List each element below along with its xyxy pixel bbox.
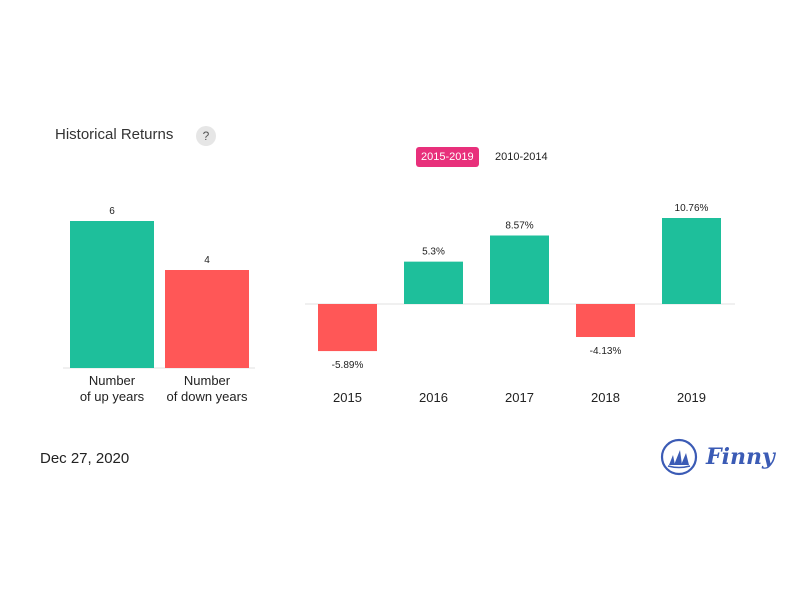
bar-return-2018: [576, 304, 635, 338]
year-tick-label: 2019: [677, 390, 706, 405]
bar-return-2019: [662, 218, 721, 304]
bar-return-2015: [318, 304, 377, 352]
bar-value-label: 6: [109, 206, 115, 217]
bar-value-label: 8.57%: [505, 221, 533, 232]
category-label: of up years: [80, 389, 145, 404]
category-label: Number: [184, 373, 231, 388]
year-tick-label: 2015: [333, 390, 362, 405]
chart-title: Historical Returns: [55, 126, 174, 143]
tab-2015-2019[interactable]: 2015-2019: [416, 147, 479, 167]
as-of-date: Dec 27, 2020: [40, 450, 130, 467]
bar-value-label: -4.13%: [590, 346, 622, 357]
sailboat-logo-icon: [660, 438, 698, 476]
year-tick-label: 2017: [505, 390, 534, 405]
brand-name: Finny: [706, 444, 775, 470]
bar-value-label: 10.76%: [675, 203, 709, 214]
bar-value-label: -5.89%: [332, 360, 364, 371]
year-tick-label: 2018: [591, 390, 620, 405]
bar-return-2017: [490, 235, 549, 304]
bar-value-label: 4: [204, 255, 210, 266]
help-icon[interactable]: ?: [196, 126, 216, 146]
tab-2010-2014[interactable]: 2010-2014: [495, 151, 548, 163]
year-tick-label: 2016: [419, 390, 448, 405]
category-label: Number: [89, 373, 136, 388]
bar-up-years: [70, 221, 154, 368]
finny-logo[interactable]: Finny: [660, 438, 775, 476]
bar-down-years: [165, 270, 249, 368]
category-label: of down years: [167, 389, 248, 404]
bar-return-2016: [404, 261, 463, 304]
bar-value-label: 5.3%: [422, 247, 445, 258]
